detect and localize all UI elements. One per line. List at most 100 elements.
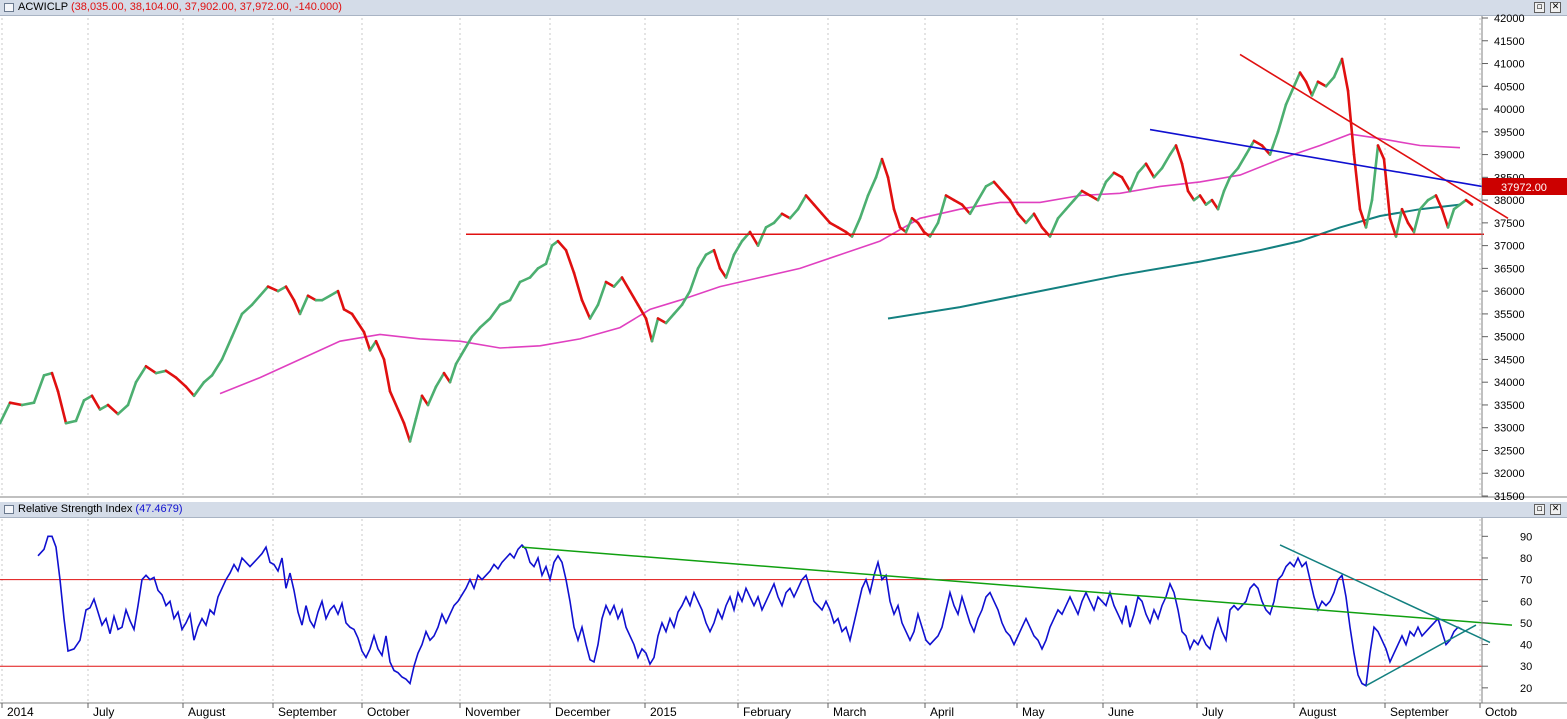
price-segment [596,280,608,307]
price-segment [1244,139,1256,156]
price-segment [1000,189,1012,202]
close-window-icon[interactable]: ✕ [1550,2,1561,13]
rsi-series [37,535,1513,687]
price-grid [1,18,1481,496]
price-panel-title: ACWICLP (38,035.00, 38,104.00, 37,902.00… [18,1,342,13]
price-segment [874,157,884,179]
price-segment [134,364,148,384]
price-segment [1040,226,1052,238]
price-segment [1352,153,1362,211]
price-segment [1056,207,1068,220]
month-tick-label: July [1202,705,1223,719]
price-segment [1198,194,1208,206]
restore-window-icon[interactable]: ▫ [1534,2,1545,13]
price-segment [64,419,78,425]
price-segment [788,207,800,220]
price-segment [1370,144,1380,202]
rsi-tick-label: 20 [1520,683,1532,695]
price-segment [1180,162,1190,193]
price-tick-label: 37000 [1494,241,1525,253]
close-window-icon[interactable]: ✕ [1550,504,1561,515]
price-segment [936,194,948,225]
price-segment [612,276,624,288]
price-segment [1144,162,1156,179]
month-tick-label: Octob [1485,705,1517,719]
price-tick-label: 34500 [1494,354,1525,366]
price-segment [1216,189,1226,211]
month-tick-label: August [188,705,226,719]
price-segment [1072,189,1084,202]
price-segment [202,374,214,384]
price-segment [1088,194,1100,202]
price-tick-label: 32500 [1494,445,1525,457]
restore-window-icon[interactable]: ▫ [1534,504,1545,515]
price-tick-label: 33500 [1494,400,1525,412]
price-segment [858,194,870,220]
price-segment [1400,207,1410,225]
chart-panel-icon [4,3,14,12]
price-segment [1304,80,1314,97]
price-trendline [1239,53,1509,219]
price-segment [1128,171,1140,193]
price-tick-label: 37500 [1494,218,1525,230]
price-segment [1298,71,1308,83]
rsi-tick-label: 80 [1520,553,1532,565]
month-tick-label: June [1108,705,1134,719]
price-segment [488,303,502,320]
price-segment [250,294,262,307]
price-segment [1310,80,1320,97]
price-tick-label: 38000 [1494,195,1525,207]
price-segment [604,280,616,288]
price-segment [1426,194,1438,202]
price-segment [174,376,188,389]
price-segment [434,371,446,389]
price-segment [1228,166,1240,179]
price-segment [1024,212,1036,225]
price-segment [968,198,980,216]
price-segment [656,317,668,325]
price-tick-label: 33000 [1494,423,1525,435]
price-segment [944,194,956,202]
price-segment [780,212,792,220]
price-segment [828,221,840,229]
price-segment [1032,212,1044,229]
rsi-trendline [521,546,1513,626]
price-segment [1064,198,1076,211]
rsi-line [37,535,1463,687]
price-segment [992,180,1004,193]
price-segment [1446,207,1456,229]
price-segment [184,385,196,398]
price-segment [952,198,964,206]
price-segment [960,203,972,216]
price-segment [192,380,206,398]
price-segment [320,294,332,302]
price-segment [672,303,684,316]
price-tick-label: 41000 [1494,59,1525,71]
price-segment [886,176,896,211]
short-moving-average-line [219,133,1461,395]
price-segment [342,308,354,316]
price-segment [328,289,340,298]
price-segment [478,317,492,329]
price-segment [90,394,102,411]
month-tick-label: February [743,705,791,719]
price-tick-label: 36500 [1494,263,1525,275]
price-segment [1152,166,1164,179]
last-price-marker [1482,178,1567,195]
price-tick-label: 40000 [1494,104,1525,116]
price-segment [382,358,392,393]
price-tick-label: 32000 [1494,468,1525,480]
price-trendline [1149,128,1483,188]
price-segment [812,203,824,216]
month-tick-label: November [465,705,520,719]
rsi-grid [0,519,1482,703]
price-segment [984,180,996,188]
price-segment [126,380,138,407]
price-segment [1276,103,1288,134]
price-segment [276,285,288,293]
rsi-trendline [1365,624,1477,687]
month-tick-label: October [367,705,410,719]
rsi-tick-label: 60 [1520,596,1532,608]
price-segment [414,394,424,420]
